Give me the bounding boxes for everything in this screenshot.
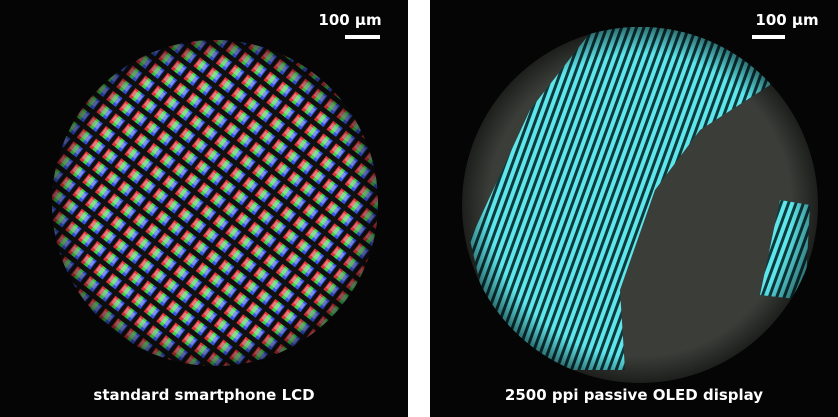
caption: 2500 ppi passive OLED display [505,386,763,404]
vignette [462,27,818,383]
scale-label: 100 µm [755,11,818,29]
panel-left: 100 µm standard smartphone LCD [0,0,408,417]
scale-bar [752,35,785,39]
vignette [52,40,378,366]
scale-label: 100 µm [318,11,381,29]
scale-bar [345,35,380,39]
panel-right: 100 µm 2500 ppi passive OLED display [430,0,838,417]
caption: standard smartphone LCD [93,386,314,404]
